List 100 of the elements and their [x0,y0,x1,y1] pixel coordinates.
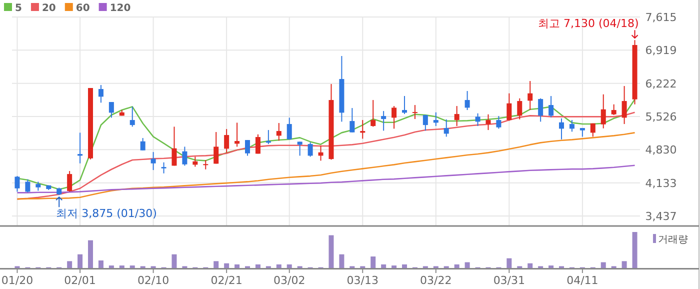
bar [67,261,72,268]
candlestick [150,152,156,171]
candlestick [266,130,271,145]
y-tick-label: 5,526 [645,110,677,124]
candlestick [78,132,83,164]
legend-label: 20 [42,3,56,14]
candlestick [517,98,522,120]
candlestick [286,117,292,140]
bar [234,264,240,268]
y-tick-label: 6,919 [645,44,677,58]
x-tick-label: 02/10 [137,274,170,287]
bar [172,254,177,268]
candlestick [496,116,502,130]
candlestick [276,122,282,142]
candlestick [506,92,512,122]
candlestick [486,114,491,131]
candlestick [25,178,30,193]
bar [370,256,376,268]
bar [108,265,114,268]
candlestick [381,110,386,132]
candlestick [370,100,376,128]
candlestick [108,102,114,118]
candlestick [538,98,544,122]
bar [528,263,533,268]
candlestick [172,126,177,166]
bar [506,258,512,268]
candlestick [203,160,208,170]
annotation: 최저 3,875 (01/30) [56,207,157,220]
legend-label: 5 [15,3,22,14]
bar [214,261,219,268]
candlestick [422,114,428,132]
candlestick [600,94,606,129]
bar [402,264,407,268]
candlestick [590,122,596,138]
candlestick [444,118,449,138]
bar [381,264,386,268]
candlestick [192,156,198,168]
candlestick [350,108,355,133]
bar [339,254,344,268]
candlestick [622,86,627,125]
candlestick [402,96,407,115]
x-tick-label: 03/02 [274,274,306,287]
candlestick [548,96,554,118]
candlestick [140,138,146,151]
bar [548,265,554,268]
bar [392,265,397,268]
legend-label: 60 [76,3,90,14]
candlestick [559,118,564,140]
candlestick [36,181,41,192]
y-tick-label: 3,437 [645,210,677,223]
legend-label: 거래량 [658,234,688,246]
candlestick [392,106,397,130]
bar [622,261,627,268]
candlestick [433,112,438,127]
candlestick [297,141,302,156]
x-tick-label: 02/01 [64,274,96,287]
x-tick-label: 03/31 [493,274,526,287]
candlestick [67,170,72,192]
candlestick [454,106,460,127]
candlestick [234,122,240,148]
candlestick [224,128,230,154]
candlestick [412,104,418,120]
y-tick-label: 6,222 [645,77,677,90]
bar [119,265,124,268]
candlestick [182,146,188,166]
candlestick [360,120,366,140]
bar [632,232,638,268]
candlestick [98,84,104,104]
y-tick-label: 4,830 [645,144,677,157]
x-tick-label: 04/11 [566,274,598,287]
x-tick-label: 03/13 [346,274,378,287]
bar [286,264,292,268]
bar [454,264,460,268]
bar [255,264,260,268]
candlestick [475,112,480,127]
candlestick [161,162,166,174]
bar [276,264,282,268]
candlestick [318,145,324,162]
candlestick [245,140,250,156]
bar [88,240,93,268]
candlestick [130,106,135,128]
x-tick-label: 03/22 [420,274,452,287]
bar [600,262,606,268]
candlestick [14,176,20,192]
x-tick-label: 02/21 [210,274,242,287]
bar [78,254,83,268]
candlestick [528,80,533,111]
bar [98,260,104,268]
bar [224,263,230,268]
candlestick [611,104,616,116]
bar [464,262,470,268]
bar [130,265,135,268]
y-tick-label: 7,615 [645,11,677,24]
legend-label: 120 [110,3,131,14]
candlestick [569,120,574,132]
y-tick-label: 4,133 [645,176,677,190]
candlestick [255,134,260,154]
x-tick-label: 01/20 [1,274,34,287]
bar [328,235,334,268]
candlestick [308,142,313,158]
